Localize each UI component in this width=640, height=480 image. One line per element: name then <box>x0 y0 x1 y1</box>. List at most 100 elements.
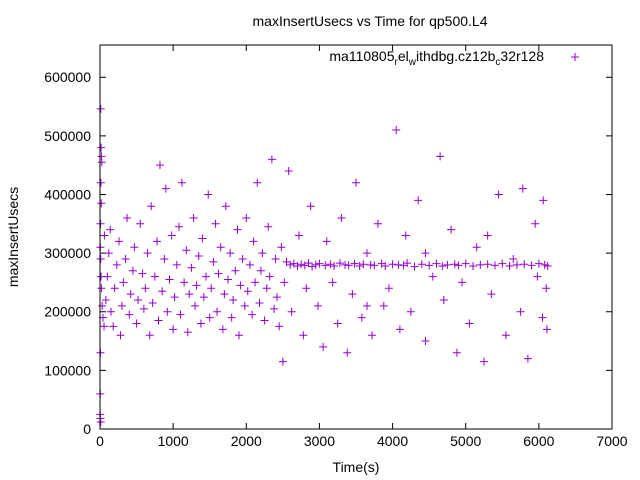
data-point <box>221 202 230 211</box>
x-tick-label: 4000 <box>377 433 408 449</box>
data-point <box>299 331 308 340</box>
data-point <box>461 259 470 268</box>
data-point <box>483 231 492 240</box>
data-point <box>170 293 179 302</box>
data-point <box>543 262 552 271</box>
data-point <box>138 269 147 278</box>
data-point <box>359 260 368 269</box>
data-point <box>539 196 548 205</box>
data-point <box>487 290 496 299</box>
data-point <box>273 293 282 302</box>
data-point <box>533 272 542 281</box>
data-point <box>136 219 145 228</box>
data-point <box>141 284 150 293</box>
data-point <box>366 260 375 269</box>
data-point <box>100 322 109 331</box>
data-point <box>229 296 238 305</box>
data-point <box>381 262 390 271</box>
data-point <box>509 254 518 263</box>
y-tick-label: 500000 <box>44 128 91 144</box>
data-point <box>322 237 331 246</box>
data-points <box>96 104 552 426</box>
data-point <box>417 260 426 269</box>
data-point <box>182 246 191 255</box>
y-tick-label: 400000 <box>44 186 91 202</box>
data-point <box>362 249 371 258</box>
data-point <box>174 222 183 231</box>
data-point <box>370 261 379 270</box>
data-point <box>123 213 132 222</box>
y-axis-label: maxInsertUsecs <box>5 187 21 287</box>
data-point <box>465 319 474 328</box>
data-point <box>160 254 169 263</box>
y-tick-label: 300000 <box>44 245 91 261</box>
data-point <box>421 249 430 258</box>
data-point <box>278 357 287 366</box>
data-point <box>176 310 185 319</box>
data-point <box>326 260 335 269</box>
data-point <box>194 252 203 261</box>
data-point <box>483 260 492 269</box>
data-point <box>132 319 141 328</box>
data-point <box>97 284 106 293</box>
data-point <box>313 301 322 310</box>
data-point <box>148 298 157 307</box>
data-point <box>498 259 507 268</box>
legend: ma110805relwithdbg.cz12bc32r128 <box>329 48 579 68</box>
data-point <box>403 259 412 268</box>
data-point <box>98 301 107 310</box>
data-point <box>436 152 445 161</box>
data-point <box>490 261 499 270</box>
data-point <box>284 167 293 176</box>
data-point <box>253 178 262 187</box>
data-point <box>432 259 441 268</box>
data-point <box>161 184 170 193</box>
data-point <box>270 304 279 313</box>
data-point <box>240 301 249 310</box>
data-point <box>187 263 196 272</box>
data-point <box>267 155 276 164</box>
data-point <box>293 262 302 271</box>
data-point <box>97 199 106 208</box>
data-point <box>130 243 139 252</box>
data-point <box>469 262 478 271</box>
data-point <box>119 278 128 287</box>
x-axis-label: Time(s) <box>333 459 380 475</box>
x-tick-label: 2000 <box>231 433 262 449</box>
data-point <box>199 293 208 302</box>
data-point <box>158 287 167 296</box>
data-point <box>260 316 269 325</box>
data-point <box>287 307 296 316</box>
data-point <box>255 298 264 307</box>
data-point <box>106 307 115 316</box>
data-point <box>213 307 222 316</box>
data-point <box>116 331 125 340</box>
data-point <box>428 272 437 281</box>
data-point <box>185 290 194 299</box>
data-point <box>115 237 124 246</box>
data-point <box>104 249 113 258</box>
data-point <box>245 260 254 269</box>
data-point <box>344 261 353 270</box>
data-point <box>388 260 397 269</box>
data-point <box>516 307 525 316</box>
data-point <box>534 259 543 268</box>
data-point <box>183 328 192 337</box>
legend-label: ma110805relwithdbg.cz12bc32r128 <box>329 48 544 68</box>
data-point <box>447 225 456 234</box>
data-point <box>542 325 551 334</box>
data-point <box>458 278 467 287</box>
data-point <box>480 357 488 366</box>
data-point <box>238 254 247 263</box>
data-point <box>109 322 118 331</box>
data-point <box>384 284 393 293</box>
data-point <box>167 231 176 240</box>
data-point <box>163 307 172 316</box>
x-tick-label: 6000 <box>523 433 554 449</box>
data-point <box>227 313 236 322</box>
data-point <box>306 202 315 211</box>
data-point <box>180 278 189 287</box>
data-point <box>362 301 371 310</box>
data-point <box>394 260 403 269</box>
